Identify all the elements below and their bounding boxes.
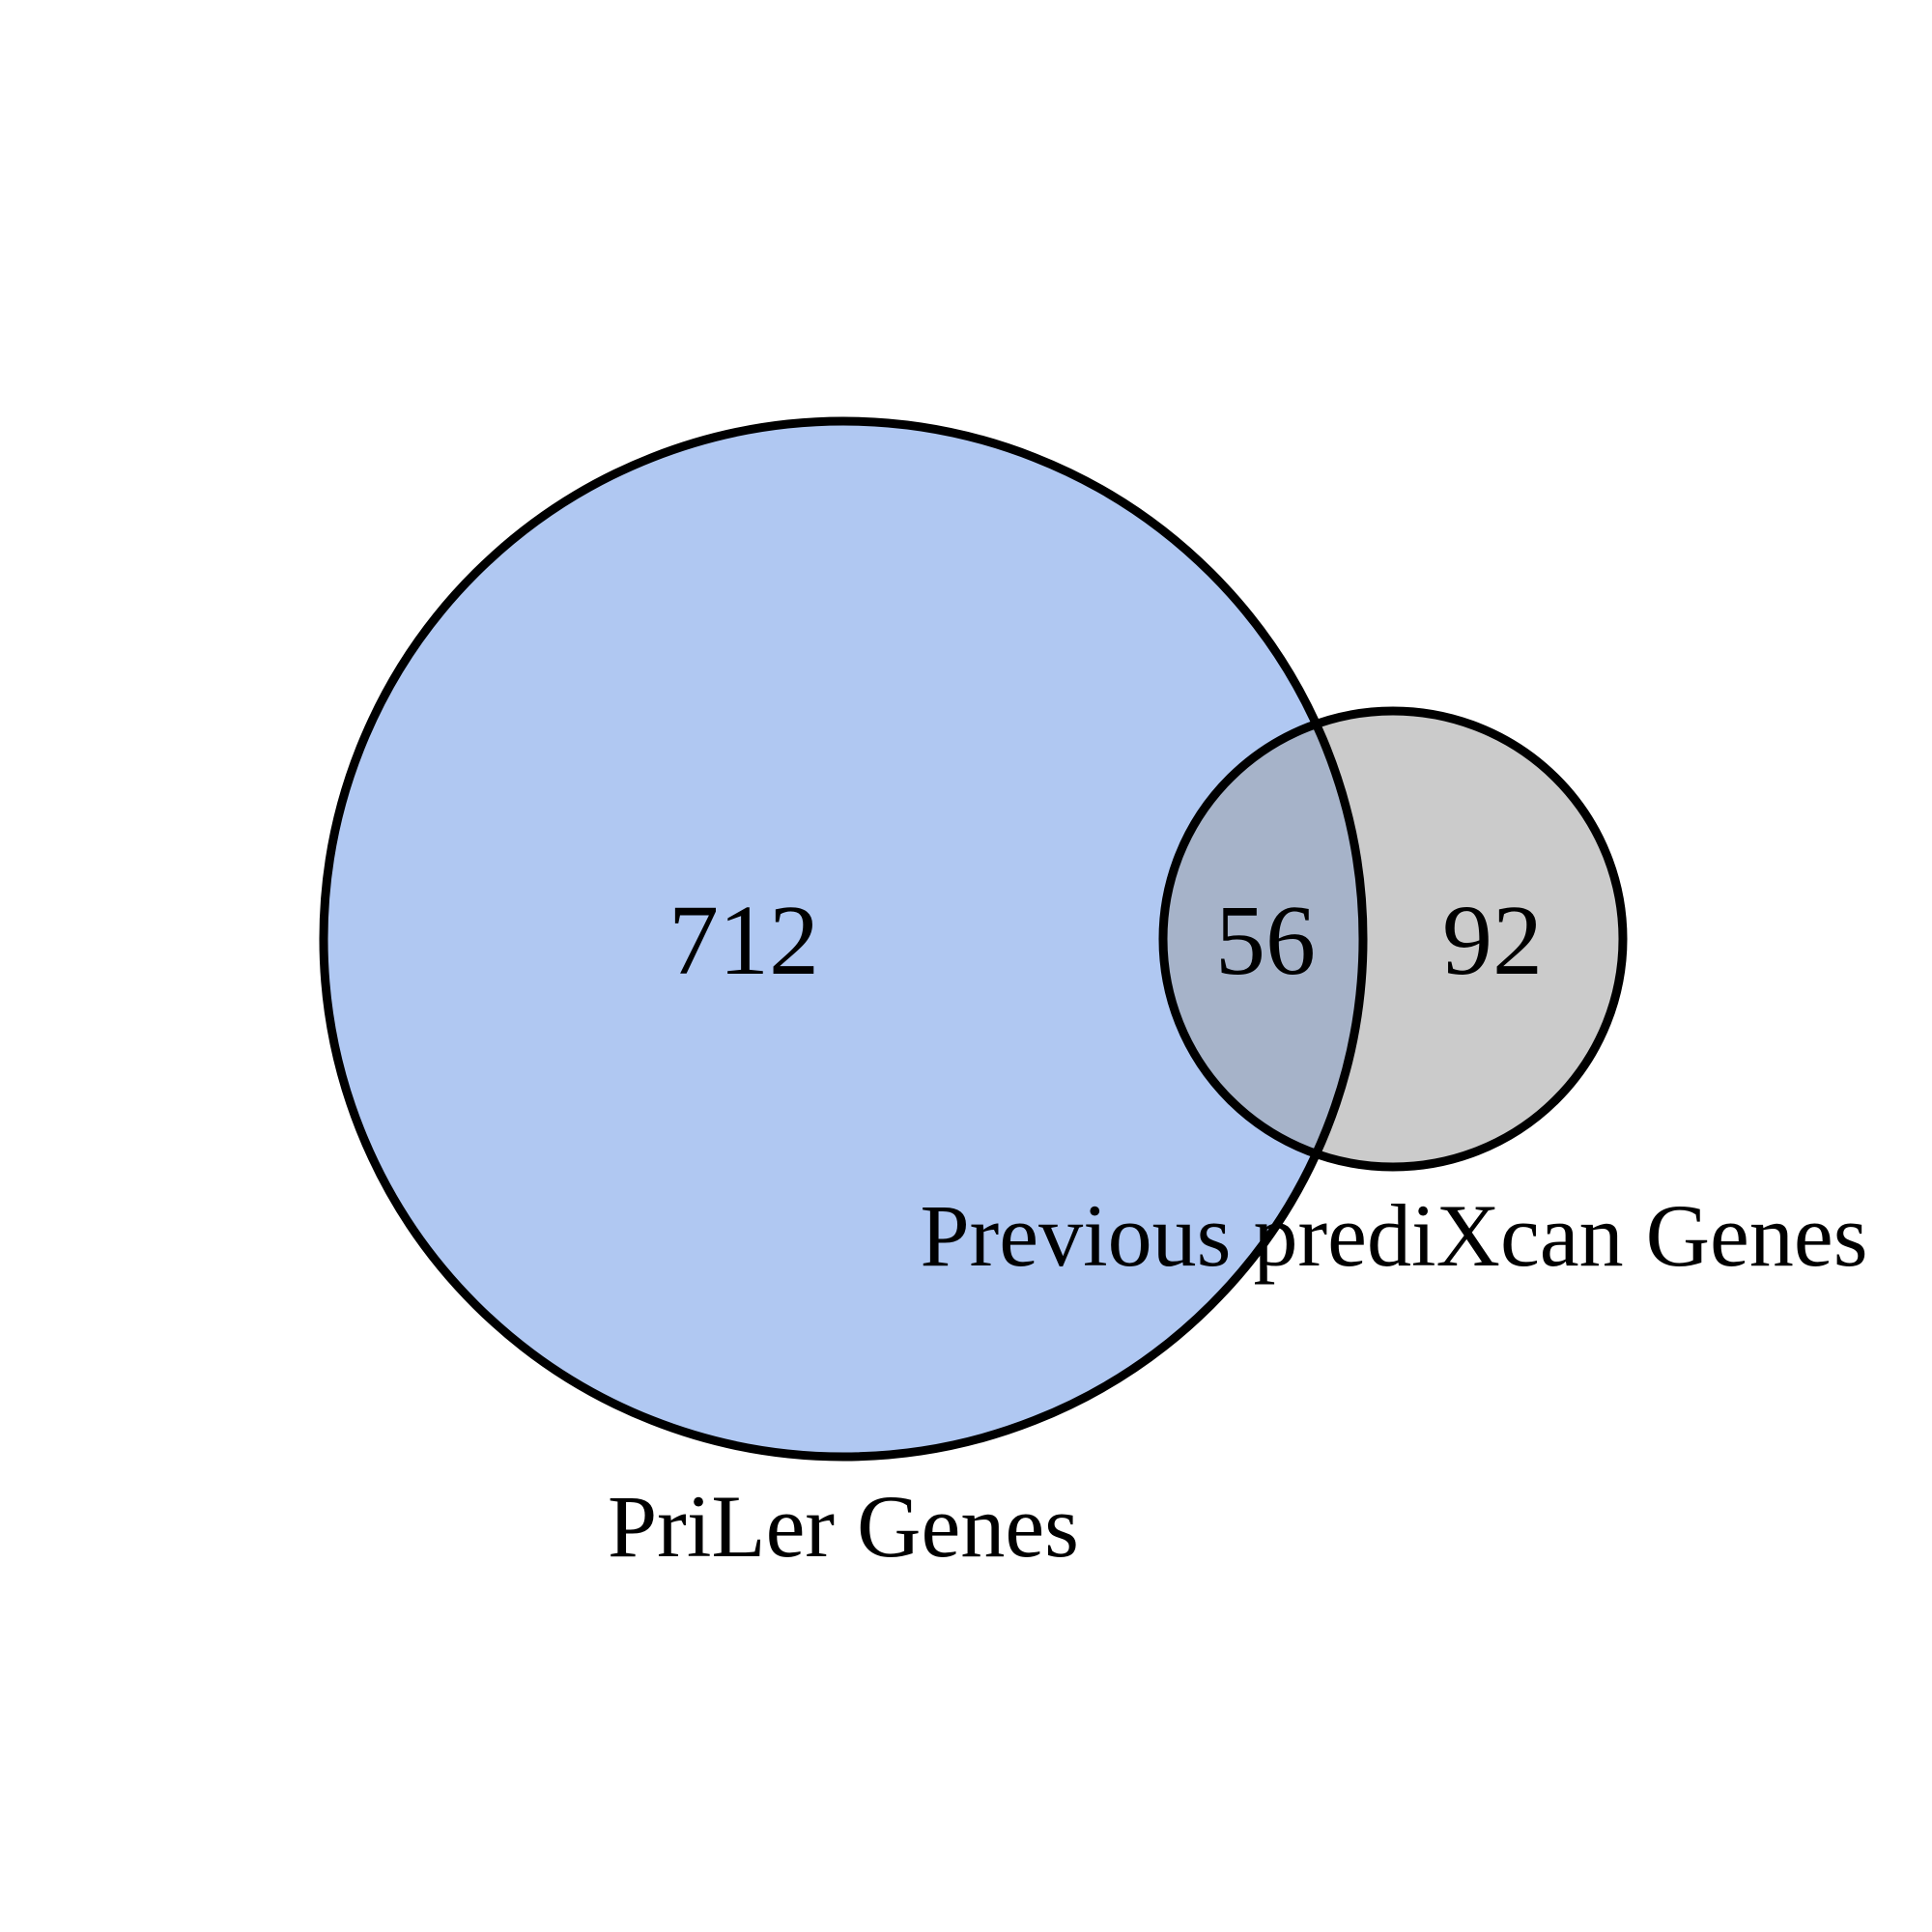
priler-set-circle	[324, 421, 1363, 1457]
prediXcan-set-outline	[1158, 706, 1628, 1172]
priler-set-outline	[319, 416, 1368, 1462]
intersection-count: 56	[1215, 885, 1316, 996]
priler-set-label: PriLer Genes	[608, 1477, 1079, 1576]
priler-only-count: 712	[668, 885, 819, 996]
prediXcan-set-label: Previous prediXcan Genes	[920, 1186, 1867, 1285]
intersection-region	[1163, 711, 1363, 1167]
prediXcan-only-count: 92	[1442, 885, 1543, 996]
